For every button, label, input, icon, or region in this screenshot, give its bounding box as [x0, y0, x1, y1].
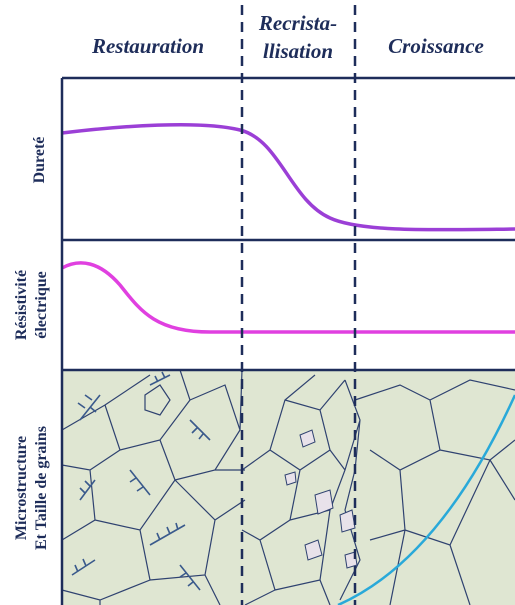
dislocations — [71, 371, 211, 591]
phase-label: Croissance — [388, 34, 484, 58]
microstructure-panel — [62, 370, 515, 605]
resistivity-curve — [61, 261, 515, 334]
row-label: électrique — [33, 271, 50, 339]
phase-label: llisation — [263, 39, 333, 63]
phase-label: Recrista- — [258, 11, 337, 35]
phase-label: Restauration — [91, 34, 204, 58]
row-label: Dureté — [31, 137, 48, 184]
row-label: Microstructure — [13, 436, 30, 540]
grain-growth-boundary — [337, 394, 515, 605]
hardness-curve — [61, 122, 515, 232]
row-label: Résistivité — [13, 270, 30, 340]
panel-frames — [60, 76, 515, 605]
row-label: Et Taille de grains — [33, 426, 50, 550]
grain-network — [61, 369, 515, 605]
phase-dividers — [240, 5, 357, 605]
